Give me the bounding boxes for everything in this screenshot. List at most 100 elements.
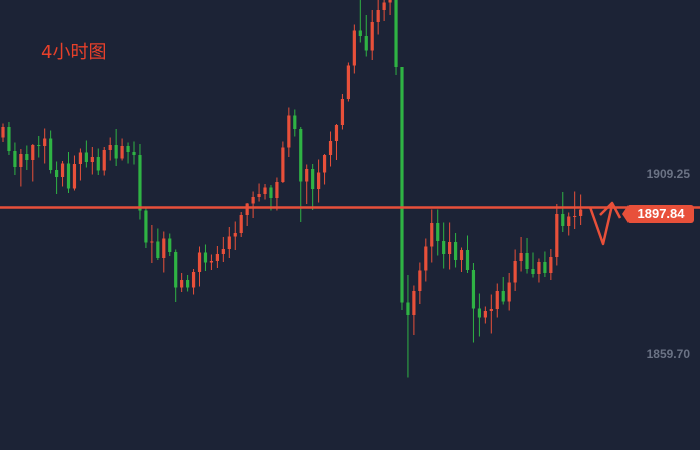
candle-body	[477, 308, 481, 318]
candle-body	[382, 2, 386, 10]
candle-body	[102, 150, 106, 171]
candle-body	[370, 22, 374, 51]
candle-body	[465, 250, 470, 270]
candle-body	[1, 127, 5, 138]
candle-body	[573, 216, 577, 217]
candle-body	[453, 242, 458, 260]
candle-body	[281, 147, 285, 182]
candle-body	[483, 311, 487, 318]
candle-body	[245, 203, 249, 215]
candle-body	[418, 270, 422, 291]
zigzag-arrow-line	[588, 204, 614, 246]
candle-body	[7, 127, 11, 151]
candle-body	[549, 257, 553, 273]
candle-body	[168, 238, 172, 252]
candle-body	[543, 262, 547, 273]
candle-body	[251, 197, 255, 204]
candle-body	[311, 169, 315, 189]
candle-body	[43, 138, 47, 146]
candle-body	[72, 164, 77, 189]
candle-body	[114, 145, 118, 159]
candle-body	[31, 145, 35, 160]
candle-body	[406, 302, 410, 315]
candle-body	[25, 154, 29, 160]
candle-body	[227, 236, 231, 249]
candle-body	[346, 65, 350, 99]
candle-body	[239, 215, 243, 233]
candle-body	[233, 233, 237, 237]
candle-body	[299, 129, 303, 182]
candle-body	[293, 115, 297, 129]
candle-body	[49, 138, 53, 170]
chart-title: 4小时图	[41, 42, 107, 63]
candle-body	[376, 10, 380, 22]
candle-body	[531, 269, 535, 274]
candle-body	[209, 261, 214, 263]
candle-body	[322, 155, 327, 173]
candle-body	[388, 0, 392, 3]
candle-body	[84, 152, 88, 162]
candle-body	[537, 262, 541, 274]
candle-body	[424, 246, 428, 271]
candle-body	[328, 141, 333, 155]
y-tick-label-lower: 1859.70	[646, 347, 690, 361]
candle-body	[13, 151, 17, 167]
candle-body	[203, 252, 208, 263]
candle-body	[555, 214, 559, 257]
candle-body	[400, 67, 404, 303]
candle-body	[275, 182, 279, 198]
candle-body	[287, 115, 291, 148]
candle-body	[507, 282, 511, 302]
candle-body	[174, 252, 178, 288]
candle-body	[501, 291, 505, 302]
candle-body	[305, 169, 309, 182]
candle-body	[60, 163, 65, 177]
candle-body	[430, 223, 434, 247]
candle-body	[90, 157, 94, 162]
y-tick-label-upper: 1909.25	[646, 167, 690, 181]
candle-body	[144, 210, 148, 243]
candle-body	[525, 253, 529, 269]
current-price-tag: 1897.84	[622, 205, 694, 223]
candle-body	[96, 157, 100, 171]
candle-body	[340, 99, 345, 125]
candle-body	[495, 291, 499, 309]
candles-group	[1, 0, 583, 378]
candle-body	[513, 261, 517, 283]
candle-body	[156, 241, 160, 258]
annotation-group	[588, 201, 622, 246]
candle-body	[352, 30, 356, 66]
candle-body	[257, 194, 261, 197]
candle-body	[191, 272, 196, 288]
candle-body	[442, 241, 446, 254]
candle-body	[120, 146, 124, 159]
candle-body	[579, 209, 583, 216]
candle-body	[567, 216, 571, 226]
candle-body	[561, 214, 565, 226]
candle-body	[197, 252, 202, 272]
candle-body	[412, 291, 416, 315]
candle-body	[186, 280, 190, 288]
candle-body	[66, 163, 71, 189]
candle-body	[317, 172, 321, 189]
candle-body	[215, 254, 219, 261]
zigzag-arrow-head-icon	[599, 201, 622, 219]
candle-body	[108, 145, 112, 150]
candle-body	[221, 249, 225, 254]
candle-body	[180, 280, 184, 288]
candle-body	[364, 36, 368, 51]
candle-body	[358, 30, 362, 36]
candle-body	[448, 242, 452, 254]
candle-body	[78, 152, 83, 164]
candle-body	[150, 241, 154, 243]
candle-body	[394, 0, 398, 67]
candle-body	[269, 187, 273, 198]
candle-body	[54, 170, 59, 177]
candle-body	[126, 146, 130, 152]
candle-body	[19, 154, 23, 167]
candle-body	[334, 125, 339, 141]
candle-body	[489, 309, 493, 311]
candle-body	[471, 270, 476, 309]
candle-body	[436, 223, 440, 241]
